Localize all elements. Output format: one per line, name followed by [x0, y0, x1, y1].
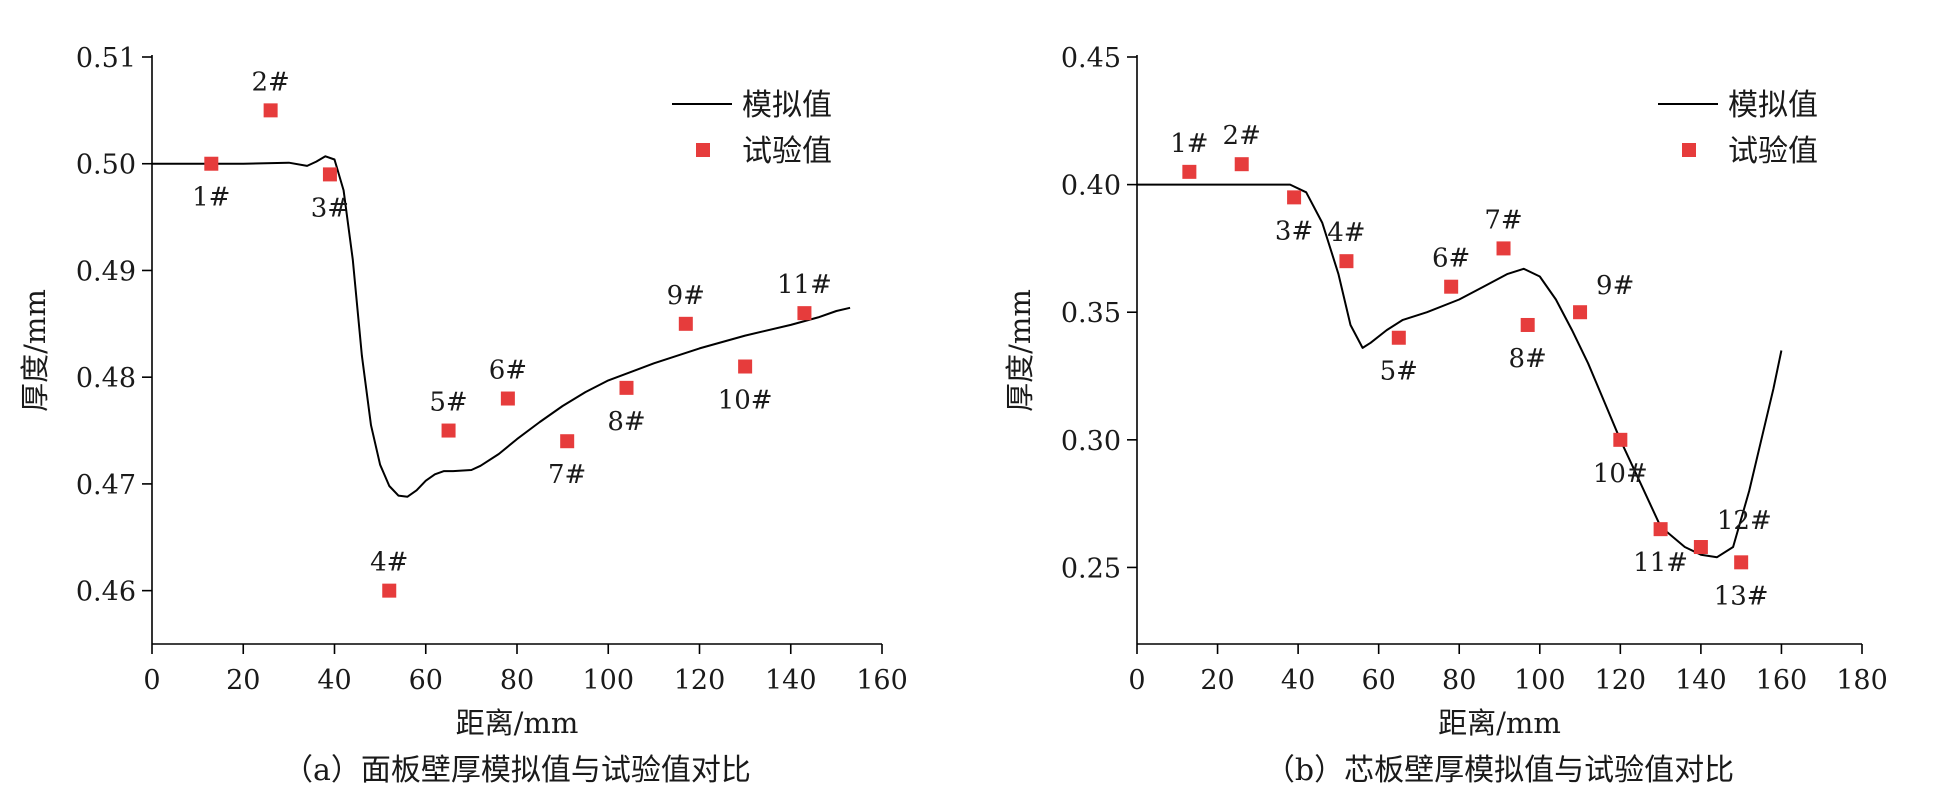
x-tick-label: 120	[674, 665, 726, 696]
y-tick-label: 0.35	[1061, 298, 1121, 329]
experimental-point	[500, 391, 515, 406]
y-tick-label: 0.48	[76, 363, 136, 394]
legend-label-experimental: 试验值	[1728, 134, 1818, 169]
x-tick-label: 160	[1756, 665, 1808, 696]
figure-caption: （a）面板壁厚模拟值与试验值对比	[283, 753, 751, 788]
point-label: 10#	[1593, 459, 1648, 489]
point-label: 13#	[1714, 581, 1769, 611]
point-label: 11#	[1633, 548, 1688, 578]
y-tick-label: 0.49	[76, 256, 136, 287]
point-label: 1#	[1170, 129, 1208, 159]
experimental-point	[1287, 190, 1302, 205]
experimental-point	[1496, 241, 1511, 256]
experimental-point	[1573, 305, 1588, 320]
y-tick-label: 0.25	[1061, 553, 1121, 584]
experimental-point	[738, 359, 753, 374]
experimental-point	[1653, 522, 1668, 537]
x-axis-label: 距离/mm	[1438, 706, 1561, 740]
experimental-point	[1182, 164, 1197, 179]
simulated-curve	[1137, 183, 1783, 559]
x-tick-label: 80	[500, 665, 534, 696]
point-label: 3#	[1275, 216, 1313, 246]
experimental-point	[1234, 157, 1249, 172]
y-tick-label: 0.47	[76, 470, 136, 501]
x-tick-label: 40	[317, 665, 351, 696]
legend-label-experimental: 试验值	[742, 134, 832, 169]
experimental-point	[1693, 540, 1708, 555]
x-tick-label: 160	[856, 665, 908, 696]
y-axis-label: 厚度/mm	[18, 289, 52, 412]
experimental-point	[322, 167, 337, 182]
experimental-point	[441, 423, 456, 438]
point-label: 3#	[311, 193, 349, 223]
y-tick-label: 0.30	[1061, 426, 1121, 457]
legend-label-simulated: 模拟值	[742, 88, 832, 123]
point-label: 6#	[1432, 244, 1470, 274]
y-tick-label: 0.51	[76, 43, 136, 74]
point-label: 8#	[1509, 344, 1547, 374]
experimental-point	[1520, 317, 1535, 332]
experimental-point	[797, 306, 812, 321]
point-label: 4#	[370, 548, 408, 578]
x-tick-label: 20	[1200, 665, 1234, 696]
x-tick-label: 60	[409, 665, 443, 696]
y-axis-label: 厚度/mm	[1003, 289, 1037, 412]
x-tick-label: 100	[1514, 665, 1566, 696]
experimental-point	[1613, 432, 1628, 447]
experimental-point	[1734, 555, 1749, 570]
point-label: 7#	[548, 460, 586, 490]
x-axis-label: 距离/mm	[456, 706, 579, 740]
figure-caption: （b）芯板壁厚模拟值与试验值对比	[1265, 753, 1734, 788]
point-label: 7#	[1484, 205, 1522, 235]
point-label: 9#	[667, 281, 705, 311]
legend-label-simulated: 模拟值	[1728, 88, 1818, 123]
y-tick-label: 0.40	[1061, 171, 1121, 202]
x-tick-label: 140	[765, 665, 817, 696]
experimental-point	[382, 583, 397, 598]
point-label: 6#	[489, 356, 527, 386]
experimental-point	[1339, 254, 1354, 269]
point-label: 5#	[1380, 357, 1418, 387]
legend-marker-swatch	[696, 143, 710, 157]
point-label: 2#	[1223, 121, 1261, 151]
point-label: 11#	[777, 270, 832, 300]
chart-panel-a: 0 20 40 60 80 100 120 140 160 0.46 0.47 0.48 0.49 0.5…	[18, 43, 908, 788]
x-tick-label: 0	[1128, 665, 1145, 696]
point-label: 1#	[192, 183, 230, 213]
y-tick-label: 0.45	[1061, 43, 1121, 74]
x-tick-label: 180	[1836, 665, 1888, 696]
chart-panel-b: 0 20 40 60 80 100 120 140 160 180 0.25 0.30 0.35 0.40…	[1003, 43, 1888, 788]
point-label: 10#	[718, 386, 773, 416]
experimental-point	[1391, 330, 1406, 345]
experimental-point	[619, 380, 634, 395]
x-tick-label: 80	[1442, 665, 1476, 696]
x-tick-label: 100	[582, 665, 634, 696]
y-tick-label: 0.46	[76, 577, 136, 608]
experimental-point	[560, 434, 575, 449]
x-tick-label: 60	[1361, 665, 1395, 696]
x-tick-label: 120	[1595, 665, 1647, 696]
point-label: 4#	[1327, 218, 1365, 248]
x-tick-label: 0	[143, 665, 160, 696]
experimental-point	[263, 103, 278, 118]
experimental-point	[678, 316, 693, 331]
point-label: 12#	[1717, 506, 1772, 536]
point-label: 5#	[429, 388, 467, 418]
point-label: 8#	[607, 407, 645, 437]
simulated-curve	[152, 155, 851, 498]
x-tick-label: 40	[1281, 665, 1315, 696]
x-tick-label: 20	[226, 665, 260, 696]
experimental-point	[204, 156, 219, 171]
x-tick-label: 140	[1675, 665, 1727, 696]
legend-marker-swatch	[1682, 143, 1696, 157]
experimental-point	[1444, 279, 1459, 294]
y-tick-label: 0.50	[76, 150, 136, 181]
point-label: 9#	[1596, 271, 1634, 301]
point-label: 2#	[251, 67, 289, 97]
